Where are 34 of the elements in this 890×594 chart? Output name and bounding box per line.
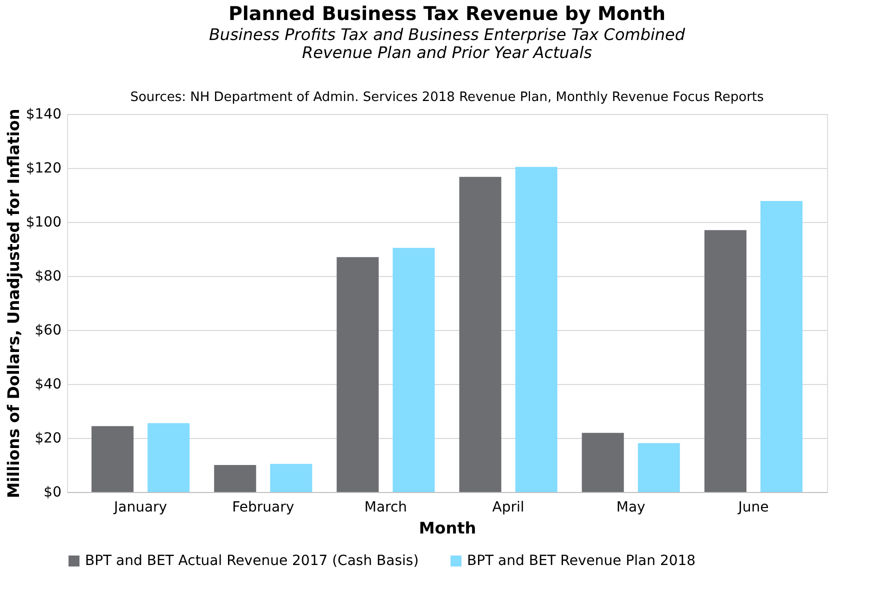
x-tick-label: April [492, 500, 524, 516]
bar [459, 176, 502, 492]
bar [760, 200, 802, 492]
x-tick-label: March [364, 500, 408, 516]
y-tick-label: $120 [26, 160, 62, 176]
bar [148, 423, 190, 492]
bar [704, 230, 746, 492]
legend-label: BPT and BET Actual Revenue 2017 (Cash Basis) [85, 553, 419, 569]
y-tick-label: $80 [34, 268, 62, 284]
bar [336, 257, 379, 492]
y-tick-label: $0 [44, 484, 62, 500]
y-tick-label: $140 [26, 106, 62, 122]
bar [638, 443, 680, 492]
bar [270, 464, 312, 492]
x-tick-label: February [232, 500, 294, 516]
y-tick-label: $20 [34, 430, 62, 446]
chart-title: Planned Business Tax Revenue by Month [228, 3, 666, 25]
x-tick-label: May [616, 500, 646, 516]
x-tick-label: January [113, 500, 168, 516]
x-tick-label: June [737, 500, 769, 516]
bar [392, 248, 435, 492]
bar [92, 426, 134, 492]
y-axis-title: Millions of Dollars, Unadjusted for Inflation [4, 108, 23, 498]
text: Revenue Plan and Prior Year Actuals [302, 43, 592, 62]
x-axis-title: Month [418, 518, 476, 538]
y-tick-label: $40 [34, 376, 62, 392]
legend-label: BPT and BET Revenue Plan 2018 [467, 553, 696, 569]
y-tick-label: $100 [26, 214, 62, 230]
bar [582, 432, 624, 492]
bar [214, 465, 256, 492]
y-tick-label: $60 [34, 322, 62, 338]
source-note: Sources: NH Department of Admin. Services 2018 Revenue Plan, Monthly Revenue Focus Reports [130, 90, 764, 105]
text: Business Profits Tax and Business Enterprise Tax Combined [208, 25, 686, 44]
bar [515, 166, 558, 492]
